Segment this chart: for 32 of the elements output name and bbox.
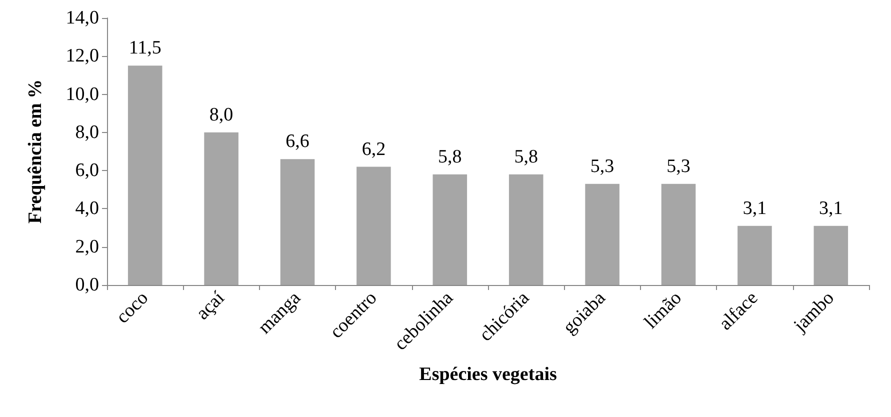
y-tick-label: 12,0 xyxy=(66,46,99,67)
y-tick-label: 6,0 xyxy=(75,160,99,182)
data-label: 6,6 xyxy=(286,131,310,152)
bar xyxy=(128,66,162,285)
x-tick-label: açaí xyxy=(192,287,230,324)
data-label: 3,1 xyxy=(742,198,767,219)
y-tick-label: 10,0 xyxy=(66,84,99,105)
data-label: 5,8 xyxy=(514,146,538,168)
bar xyxy=(356,166,391,285)
data-label: 5,8 xyxy=(438,146,462,168)
data-label: 5,3 xyxy=(666,156,690,177)
bar xyxy=(661,184,696,285)
bar xyxy=(814,226,848,285)
y-axis-title: Frequência em % xyxy=(25,79,46,224)
bar xyxy=(204,132,238,285)
x-axis-title: Espécies vegetais xyxy=(419,364,557,385)
x-tick-label: coco xyxy=(112,288,153,328)
bar xyxy=(508,174,544,285)
data-label: 5,3 xyxy=(590,156,614,177)
bar xyxy=(585,184,620,285)
y-tick-label: 14,0 xyxy=(66,8,99,28)
data-label: 11,5 xyxy=(128,38,162,59)
y-tick-label: 0,0 xyxy=(75,274,99,296)
data-label: 8,0 xyxy=(209,104,234,126)
data-label: 3,1 xyxy=(819,198,843,219)
bar xyxy=(432,174,468,285)
bar xyxy=(738,226,772,285)
data-label: 6,2 xyxy=(362,138,386,160)
bar xyxy=(280,159,315,285)
y-tick-label: 2,0 xyxy=(75,236,99,258)
y-tick-label: 8,0 xyxy=(75,122,99,143)
y-tick-label: 4,0 xyxy=(75,198,99,220)
